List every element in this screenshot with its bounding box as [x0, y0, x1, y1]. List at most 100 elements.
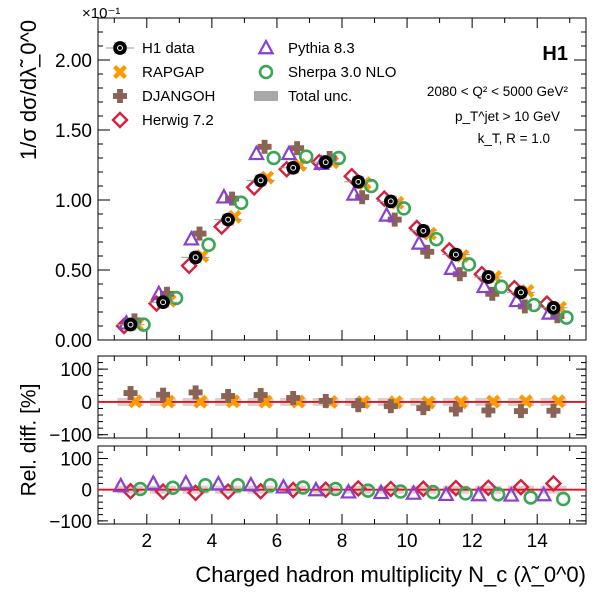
point-sherpa-3-0-nlo	[461, 257, 477, 272]
ratio-point-djangoh	[383, 399, 398, 414]
ratio-y-tick-label: 0	[81, 481, 92, 502]
point-h1-data	[149, 295, 178, 310]
ratio-y-tick-label: 100	[60, 449, 92, 470]
legend-label: Sherpa 3.0 NLO	[288, 64, 396, 81]
ratio-point-herwig-7-2	[544, 474, 563, 493]
point-djangoh	[387, 212, 402, 227]
point-h1-data	[116, 317, 145, 332]
y-exponent-label: ×10⁻¹	[82, 5, 120, 22]
point-djangoh	[420, 244, 435, 259]
ratio-point-djangoh	[286, 390, 301, 405]
point-djangoh	[159, 286, 174, 301]
point-pythia-8-3	[410, 234, 428, 250]
ratio2-frame	[97, 445, 587, 525]
ratio-point-djangoh	[351, 398, 366, 413]
point-sherpa-3-0-nlo	[168, 290, 184, 306]
point-sherpa-3-0-nlo	[266, 150, 281, 166]
point-djangoh	[355, 190, 370, 205]
ratio-point-djangoh	[513, 404, 528, 419]
ratio-point-herwig-7-2	[512, 478, 530, 496]
point-h1-data	[344, 174, 373, 189]
ratio-point-sherpa-3-0-nlo	[263, 478, 278, 493]
x-tick-label: 12	[462, 531, 483, 552]
legend-entry: Herwig 7.2	[111, 111, 214, 129]
ratio1-points	[98, 385, 586, 419]
point-h1-data	[506, 285, 535, 300]
legend-label: H1 data	[142, 40, 195, 57]
ratio-point-pythia-8-3	[535, 485, 553, 502]
ratio-point-sherpa-3-0-nlo	[425, 484, 441, 500]
ratio-point-pythia-8-3	[112, 476, 130, 493]
ratio-point-djangoh	[318, 393, 333, 408]
x-tick-label: 6	[272, 531, 283, 552]
ratio-point-pythia-8-3	[437, 485, 455, 502]
jet-algorithm: k_T, R = 1.0	[478, 131, 550, 146]
ratio-point-djangoh	[416, 401, 431, 416]
ratio-point-sherpa-3-0-nlo	[198, 478, 213, 493]
legend-marker-total-unc-	[254, 91, 278, 101]
jet-pt-cut: p_T^jet > 10 GeV	[455, 109, 560, 124]
ratio-point-djangoh	[448, 402, 463, 417]
legend-marker-rapgap	[113, 65, 127, 79]
ratio-point-pythia-8-3	[340, 482, 358, 499]
point-djangoh	[517, 299, 532, 314]
point-pythia-8-3	[508, 291, 526, 308]
point-pythia-8-3	[182, 229, 200, 246]
legend-label: RAPGAP	[142, 64, 205, 81]
experiment-label: H1	[542, 43, 568, 65]
ratio-point-herwig-7-2	[447, 479, 465, 497]
legend-marker-pythia-8-3	[257, 38, 275, 55]
distribution-ticks: 0.00 0.50 1.00 1.50 2.00	[55, 17, 586, 352]
legend-entry: Pythia 8.3	[257, 38, 355, 57]
kinematic-range: 2080 < Q² < 5000 GeV²	[427, 84, 569, 99]
point-pythia-8-3	[345, 185, 363, 201]
point-djangoh	[192, 226, 207, 241]
ratio-y-axis-title: Rel. diff. [%]	[18, 384, 41, 497]
point-pythia-8-3	[475, 277, 493, 294]
point-sherpa-3-0-nlo	[201, 237, 216, 253]
ratio-point-sherpa-3-0-nlo	[165, 480, 181, 496]
ratio-y-tick-label: 0	[81, 393, 92, 414]
point-sherpa-3-0-nlo	[429, 231, 444, 247]
ratio-point-pythia-8-3	[307, 480, 325, 497]
legend-entry: RAPGAP	[113, 64, 205, 81]
legend-marker-h1-data	[106, 41, 134, 55]
ratio-point-pythia-8-3	[242, 475, 260, 492]
ratio-point-pythia-8-3	[372, 483, 390, 500]
ratio-point-pythia-8-3	[470, 485, 488, 502]
point-sherpa-3-0-nlo	[298, 149, 314, 164]
ratio-panel-herwig-pythia-sherpa: −100 0 100	[49, 445, 587, 533]
point-sherpa-3-0-nlo	[494, 279, 509, 295]
y-tick-label: 1.00	[55, 191, 92, 212]
distribution-panel: 0.00 0.50 1.00 1.50 2.00 ×10⁻¹ 1/σ dσ/dλ̃_0^…	[16, 5, 587, 352]
point-djangoh	[225, 191, 240, 206]
ratio-y-tick-label: −100	[49, 512, 92, 533]
ratio-point-pythia-8-3	[502, 485, 520, 502]
x-tick-label: 10	[396, 531, 417, 552]
legend-entry: Sherpa 3.0 NLO	[258, 64, 396, 81]
ratio-point-djangoh	[123, 386, 138, 401]
point-sherpa-3-0-nlo	[233, 195, 249, 211]
x-tick-labels: 2 4 6 8 10 12 14	[142, 531, 549, 552]
point-h1-data	[474, 270, 503, 284]
point-h1-data	[409, 223, 438, 238]
point-h1-data	[279, 160, 308, 175]
ratio-point-herwig-7-2	[479, 479, 498, 497]
ratio-point-sherpa-3-0-nlo	[523, 490, 538, 505]
point-pythia-8-3	[280, 144, 298, 161]
ratio-point-sherpa-3-0-nlo	[393, 484, 408, 499]
ratio-point-djangoh	[221, 389, 236, 404]
legend-label: Herwig 7.2	[142, 112, 214, 129]
point-pythia-8-3	[378, 206, 396, 222]
x-tick-label: 14	[527, 531, 549, 552]
point-pythia-8-3	[443, 259, 461, 275]
point-pythia-8-3	[215, 187, 233, 204]
legend-label: Total unc.	[288, 88, 352, 105]
y-tick-label: 2.00	[55, 51, 92, 72]
legend-marker-sherpa-3-0-nlo	[258, 64, 274, 80]
ratio2-points	[98, 473, 586, 507]
top-y-axis-title: 1/σ dσ/dλ̃_0^0	[16, 20, 41, 160]
ratio-point-pythia-8-3	[405, 484, 423, 500]
legend: H1 data RAPGAP DJANGOH Herwig 7.2 Pythia 8.3…	[106, 38, 396, 129]
